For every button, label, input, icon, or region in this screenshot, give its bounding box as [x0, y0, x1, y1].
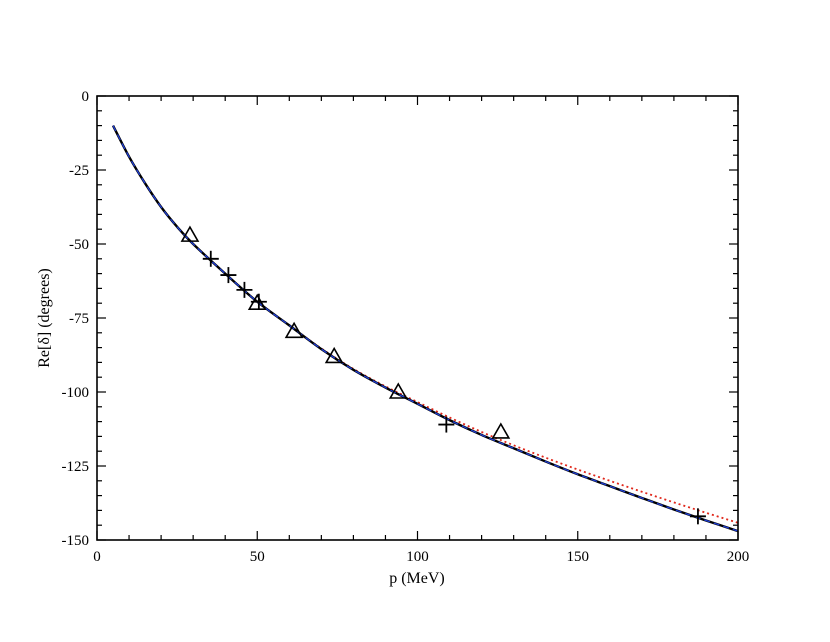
plus-marker [438, 416, 455, 433]
y-tick-label: -150 [62, 533, 90, 549]
plus-marker [236, 281, 253, 298]
data-markers [180, 225, 706, 525]
triangle-marker [180, 225, 200, 242]
plus-marker [220, 267, 237, 284]
triangle-marker [284, 321, 304, 339]
x-tick-label: 0 [93, 549, 101, 565]
x-tick-label: 150 [567, 549, 590, 565]
y-tick-label: -125 [62, 459, 90, 475]
y-axis-title: Re[δ] (degrees) [36, 268, 53, 367]
triangle-marker [324, 346, 344, 364]
triangle-marker [247, 293, 267, 311]
curve-dotted [112, 125, 738, 524]
tick-labels: 0 50 100 150 200 0 -25 -50 -75 -100 -125 -150 [62, 89, 750, 565]
axis-ticks [96, 95, 739, 541]
plus-marker [202, 250, 219, 267]
curve-dashed [112, 125, 738, 532]
x-axis-title: p (MeV) [389, 570, 445, 587]
plus-marker [689, 508, 706, 525]
triangle-marker [388, 382, 408, 399]
fit-curves [111, 125, 738, 533]
y-tick-label: -25 [69, 163, 89, 179]
y-tick-label: -50 [69, 237, 89, 253]
plot-frame [96, 95, 739, 541]
x-tick-label: 100 [406, 549, 429, 565]
y-tick-label: -75 [69, 311, 89, 327]
x-tick-label: 50 [250, 549, 265, 565]
x-tick-label: 200 [727, 549, 750, 565]
y-tick-label: 0 [82, 89, 90, 105]
curve-solid [111, 125, 738, 533]
triangle-marker [491, 422, 511, 439]
y-tick-label: -100 [62, 385, 90, 401]
